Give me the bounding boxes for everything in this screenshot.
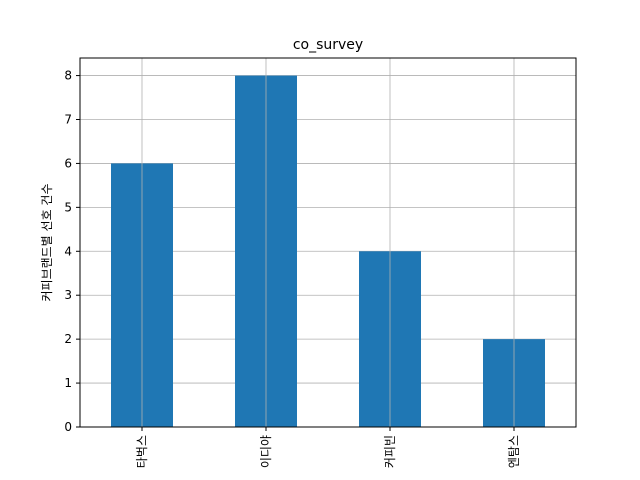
x-tick-label: 이디야 [259,435,273,468]
y-tick-label: 4 [64,244,72,258]
y-tick-label: 2 [64,332,72,346]
y-tick-label: 0 [64,420,72,434]
y-tick-label: 1 [64,376,72,390]
x-grid [141,58,515,427]
x-tick-label: 엔탐스 [507,435,521,468]
y-tick-label: 5 [64,200,72,214]
y-tick-label: 6 [64,156,72,170]
x-tick-label: 커피빈 [383,435,397,468]
x-axis-ticks: 타벅스 이디야 커피빈 엔탐스 [135,427,521,468]
y-tick-label: 7 [64,113,72,127]
y-axis-ticks: 0 1 2 3 4 5 6 7 8 [64,69,80,434]
y-tick-label: 8 [64,69,72,83]
y-tick-label: 3 [64,288,72,302]
y-axis-label: 커피브랜드별 선호 건수 [40,183,54,301]
x-tick-label: 타벅스 [135,435,149,468]
plot-frame [79,57,577,428]
chart-title: co_survey [293,37,363,53]
